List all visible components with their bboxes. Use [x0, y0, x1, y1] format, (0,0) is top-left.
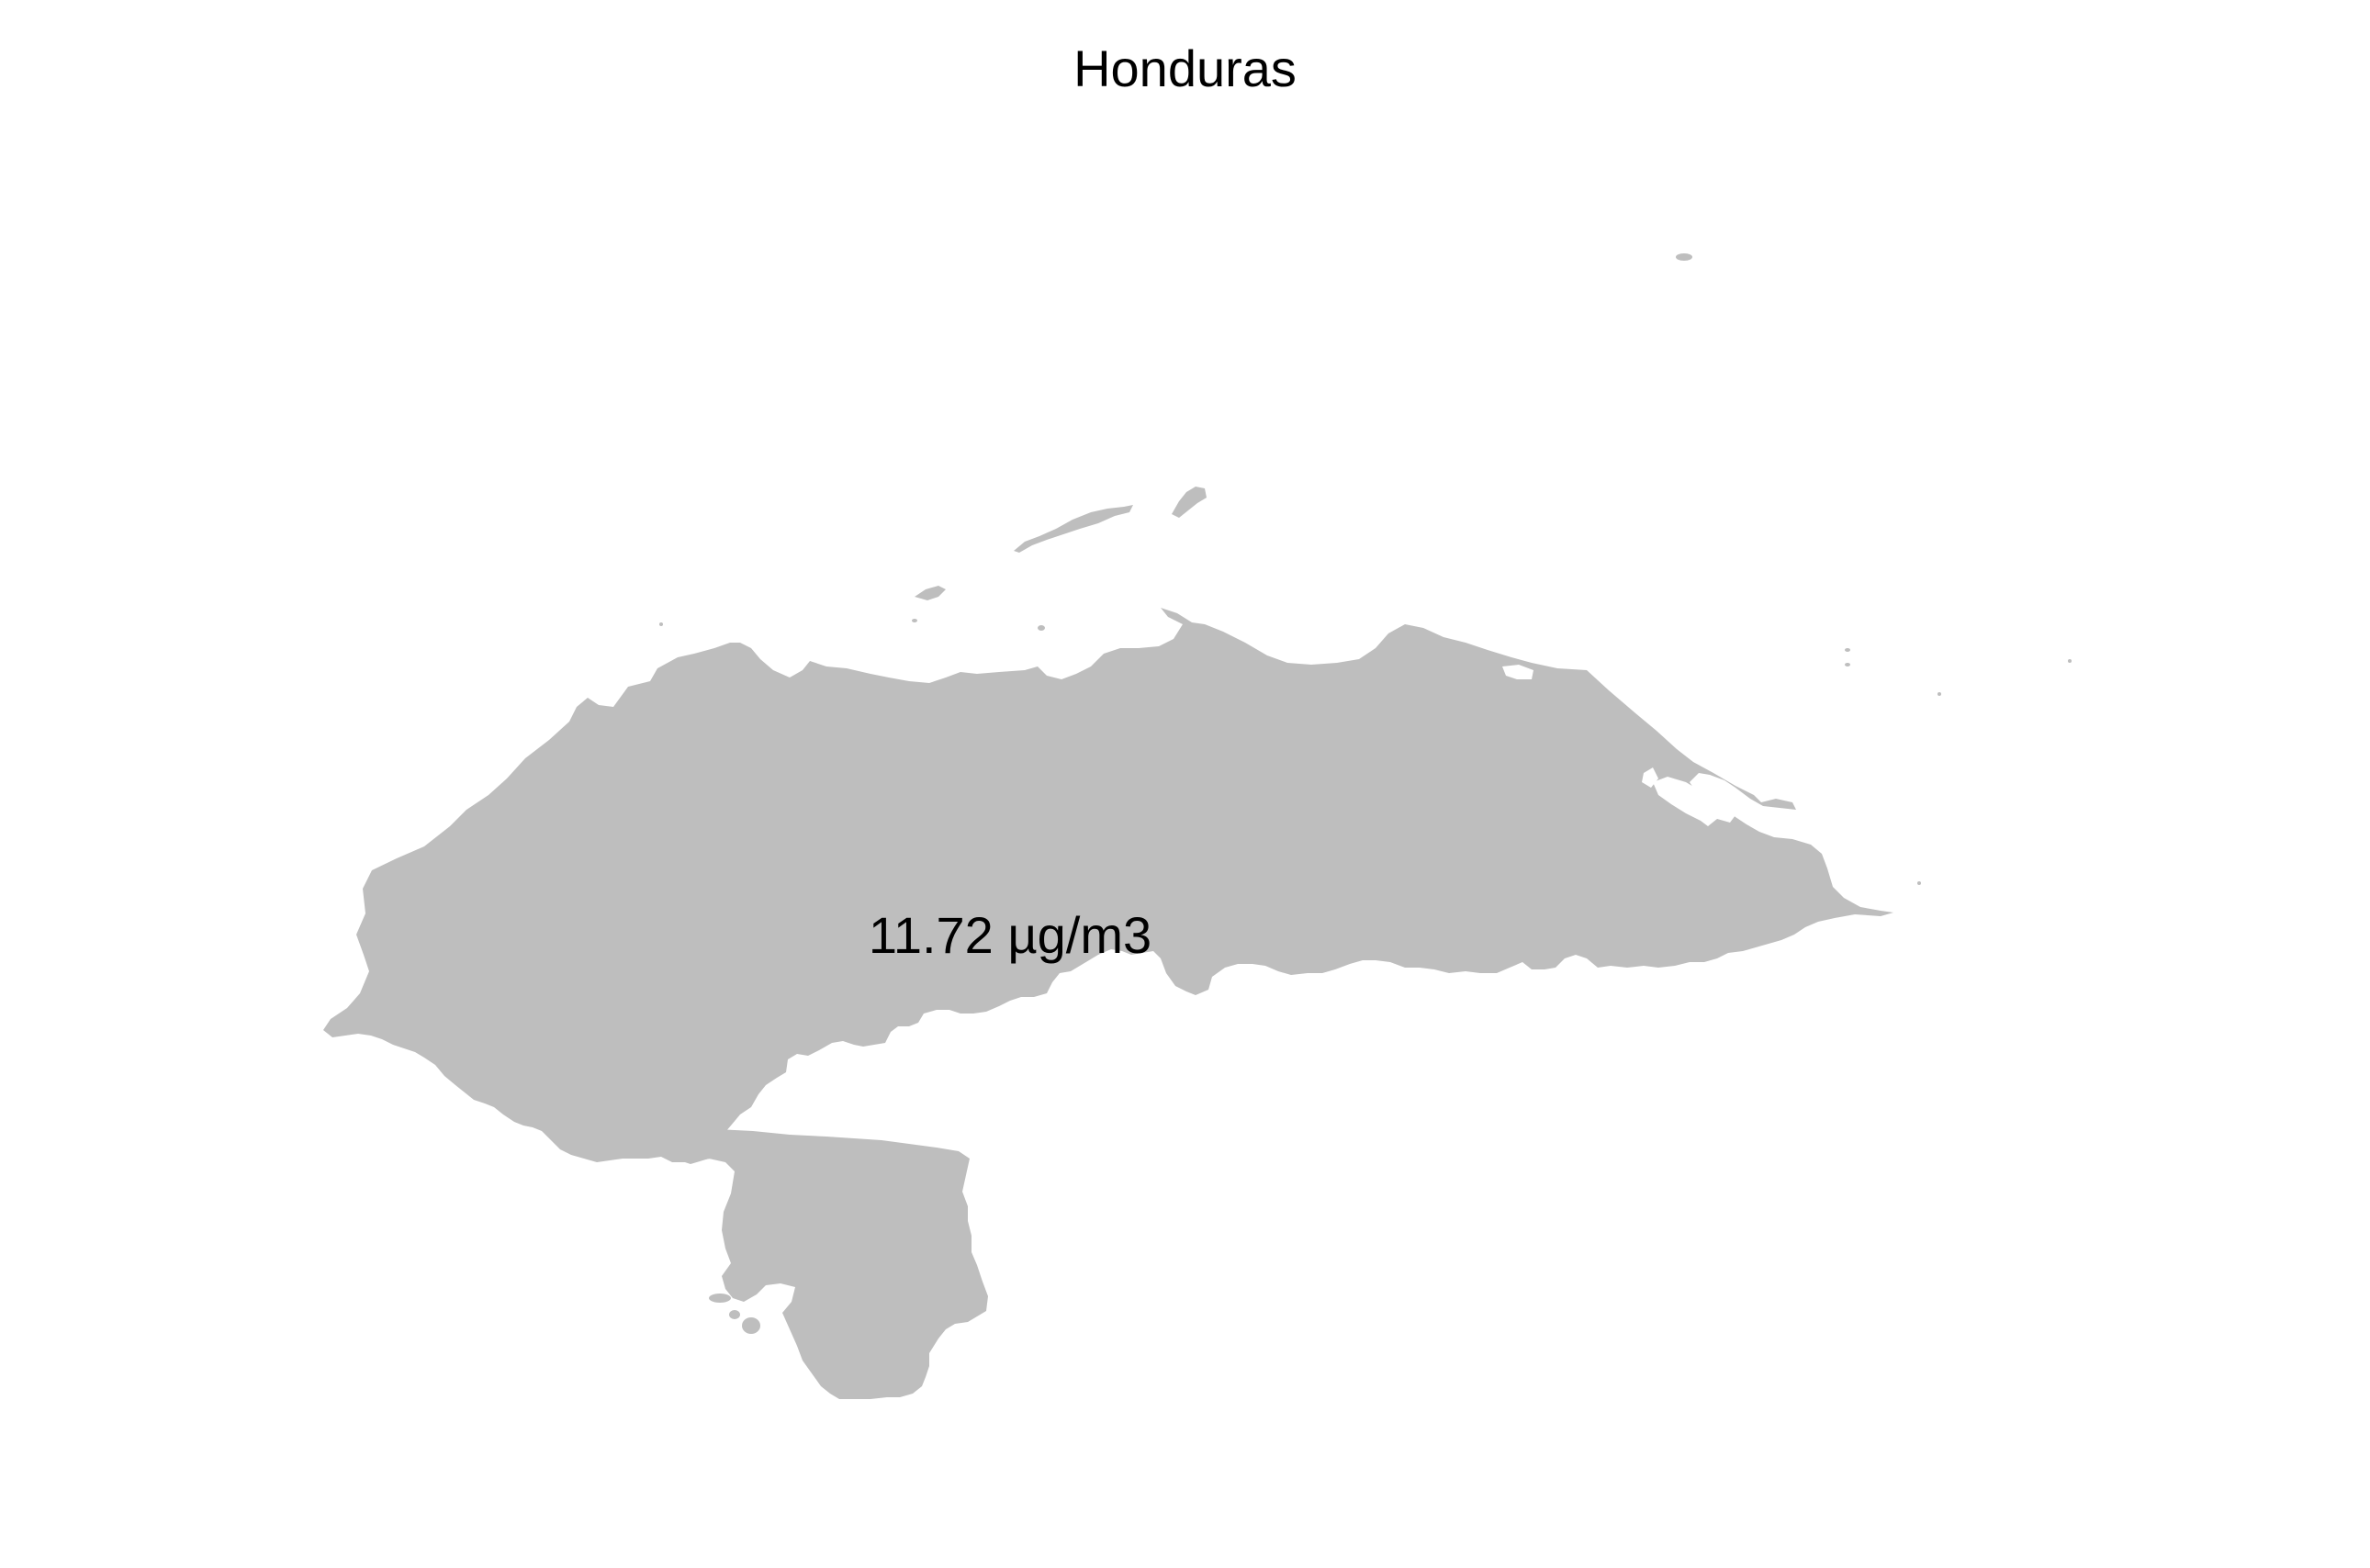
fonseca-island-3 [729, 1310, 740, 1319]
map-value-label: 11.72 µg/m3 [869, 906, 1151, 964]
land-group [323, 253, 2072, 1399]
fonseca-island-2 [709, 1294, 731, 1303]
caratasca-lagoon [1653, 777, 1735, 826]
map-title: Honduras [1073, 39, 1297, 97]
guanaja-island [1172, 487, 1207, 518]
cay-5 [1938, 692, 1941, 696]
utila-island [915, 586, 946, 600]
cay-2 [659, 622, 663, 626]
cay-7 [1917, 881, 1921, 885]
fonseca-island-1 [742, 1317, 760, 1334]
cay-1 [1038, 625, 1045, 631]
lagoon-west [1642, 767, 1658, 788]
roatan-island [1014, 505, 1133, 553]
cay-6 [2068, 659, 2072, 663]
cay-4 [1845, 663, 1850, 666]
honduras-mainland [323, 608, 1893, 1162]
swan-island [1676, 253, 1692, 261]
lagoon-group [1502, 665, 1735, 826]
lagoon-north [1502, 665, 1533, 679]
honduras-southern-lobe [643, 1127, 988, 1399]
cay-3 [1845, 648, 1850, 652]
cay-8 [912, 619, 917, 622]
